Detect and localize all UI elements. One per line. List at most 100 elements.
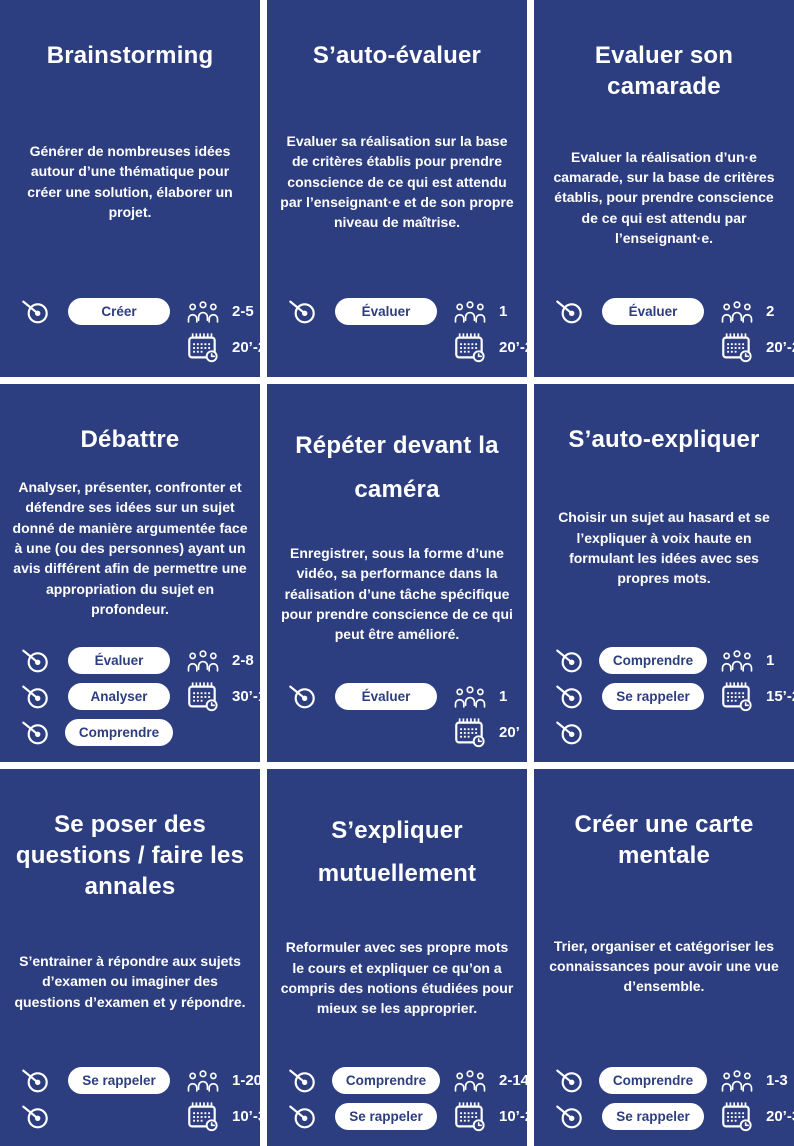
target-icon [554, 298, 590, 325]
target-icon [287, 1103, 323, 1130]
people-count: 1 [499, 687, 508, 705]
card-footer: Évaluer 1 20’ [279, 681, 520, 748]
skill-badge: Se rappeler [602, 682, 704, 710]
card-auto-expliquer: S’auto-expliquer Choisir un sujet au has… [534, 384, 794, 762]
calendar-clock-icon [187, 680, 219, 712]
card-description: Choisir un sujet au hasard et se l’expli… [558, 509, 770, 587]
calendar-clock-icon [454, 1101, 486, 1132]
card-evaluer-camarade: Evaluer son camarade Evaluer la réalisat… [534, 0, 794, 378]
target-icon [287, 683, 323, 710]
card-description: Analyser, présenter, confronter et défen… [12, 479, 248, 617]
card-footer: Se rappeler 1-20 10’-30’ [12, 1065, 260, 1132]
people-count: 1 [766, 651, 775, 669]
target-icon [554, 1103, 590, 1130]
skill-badge: Évaluer [335, 682, 437, 710]
card-description: Enregistrer, sous la forme d’une vidéo, … [281, 544, 513, 643]
duration-value: 20’ [499, 723, 520, 741]
target-icon [554, 647, 590, 674]
duration-value: 10’-20’ [499, 1108, 527, 1125]
card-title: Brainstorming [46, 42, 214, 69]
card-title: S’expliquer mutuellement [317, 816, 477, 887]
card-title: Répéter devant la caméra [295, 432, 499, 503]
card-expliquer-mutuellement: S’expliquer mutuellement Reformuler avec… [267, 768, 527, 1146]
footer-row: 10’-30’ [20, 1101, 260, 1132]
target-icon [554, 1067, 590, 1094]
footer-row: Se rappeler 20’-30’ [554, 1101, 794, 1132]
card-footer: Évaluer 2 20’-2h [546, 296, 794, 363]
card-title: S’auto-expliquer [568, 426, 760, 454]
skill-badge: Évaluer [68, 646, 170, 674]
card-footer: Comprendre 2-14 Se rappeler 10’-20’ [279, 1065, 527, 1132]
footer-row: Se rappeler 15’-20’ [554, 680, 794, 712]
footer-row: Créer 2-5 [20, 296, 254, 327]
people-icon [721, 648, 753, 673]
card-auto-evaluer: S’auto-évaluer Evaluer sa réalisation su… [267, 0, 527, 378]
skill-badge: Comprendre [64, 718, 174, 746]
card-footer: Comprendre 1-3 Se rappeler 20’-30’ [546, 1065, 794, 1132]
skill-badge: Comprendre [598, 1067, 708, 1094]
card-description: Reformuler avec ses propre mots le cours… [280, 939, 514, 1017]
card-footer: Créer 2-5 20’-2h [12, 296, 260, 363]
footer-row: 20’-2h [20, 332, 260, 363]
footer-row: Comprendre 1-3 [554, 1065, 788, 1096]
calendar-clock-icon [454, 716, 486, 748]
card-description: Evaluer la réalisation d’un·e camarade, … [553, 148, 775, 246]
card-title: Débattre [80, 426, 180, 454]
people-count: 1-20 [232, 1072, 260, 1089]
calendar-clock-icon [721, 332, 753, 363]
people-count: 2 [766, 303, 775, 321]
duration-value: 20’-2h [232, 339, 260, 357]
footer-row: Évaluer 2-8 [20, 645, 254, 676]
card-description: S’entrainer à répondre aux sujets d’exam… [14, 953, 246, 1010]
skill-badge: Créer [68, 298, 170, 326]
footer-row: Comprendre 1 [554, 645, 774, 676]
card-description-area: Analyser, présenter, confronter et défen… [12, 456, 248, 645]
card-carte-mentale: Créer une carte mentale Trier, organiser… [534, 768, 794, 1146]
card-brainstorming: Brainstorming Générer de nombreuses idée… [0, 0, 260, 378]
people-icon [721, 299, 753, 324]
duration-value: 20’-30’ [766, 1108, 794, 1125]
skill-badge: Se rappeler [68, 1067, 170, 1094]
people-icon [454, 299, 486, 324]
skill-badge: Comprendre [598, 646, 708, 674]
people-icon [454, 1068, 486, 1093]
card-description-area: Reformuler avec ses propre mots le cours… [279, 895, 515, 1065]
target-icon [287, 1067, 323, 1094]
footer-row [554, 717, 774, 748]
card-title: Créer une carte mentale [574, 810, 754, 869]
card-description-area: Générer de nombreuses idées autour d’une… [12, 71, 248, 296]
skill-badge: Évaluer [602, 298, 704, 326]
target-icon [20, 298, 56, 325]
card-description-area: Enregistrer, sous la forme d’une vidéo, … [279, 511, 515, 681]
footer-row: Évaluer 2 [554, 296, 774, 327]
calendar-clock-icon [721, 680, 753, 712]
duration-value: 15’-20’ [766, 687, 794, 705]
duration-value: 10’-30’ [232, 1108, 260, 1125]
card-repeter-camera: Répéter devant la caméra Enregistrer, so… [267, 384, 527, 762]
card-footer: Comprendre 1 Se rappeler 15’-20’ [546, 645, 794, 748]
card-debattre: Débattre Analyser, présenter, confronter… [0, 384, 260, 762]
card-footer: Évaluer 1 20’-2h [279, 296, 527, 363]
card-title: Se poser des questions / faire les annal… [15, 810, 245, 901]
people-count: 2-8 [232, 651, 254, 669]
card-title: Evaluer son camarade [594, 42, 734, 101]
footer-row: Analyser 30’-1h [20, 680, 260, 712]
card-description-area: Trier, organiser et catégoriser les conn… [546, 871, 782, 1065]
people-icon [454, 684, 486, 709]
footer-row: 20’-2h [554, 332, 794, 363]
skill-badge: Se rappeler [602, 1103, 704, 1130]
skill-badge: Analyser [68, 682, 170, 710]
card-se-poser-questions: Se poser des questions / faire les annal… [0, 768, 260, 1146]
footer-row: Comprendre [20, 717, 240, 748]
target-icon [287, 298, 323, 325]
footer-row: 20’ [287, 716, 520, 748]
target-icon [20, 1067, 56, 1094]
footer-row: Évaluer 1 [287, 681, 507, 712]
card-description-area: S’entrainer à répondre aux sujets d’exam… [12, 902, 248, 1065]
people-count: 1-3 [766, 1072, 788, 1089]
footer-row: Évaluer 1 [287, 296, 507, 327]
people-icon [187, 1068, 219, 1093]
calendar-clock-icon [454, 332, 486, 363]
people-icon [721, 1068, 753, 1093]
